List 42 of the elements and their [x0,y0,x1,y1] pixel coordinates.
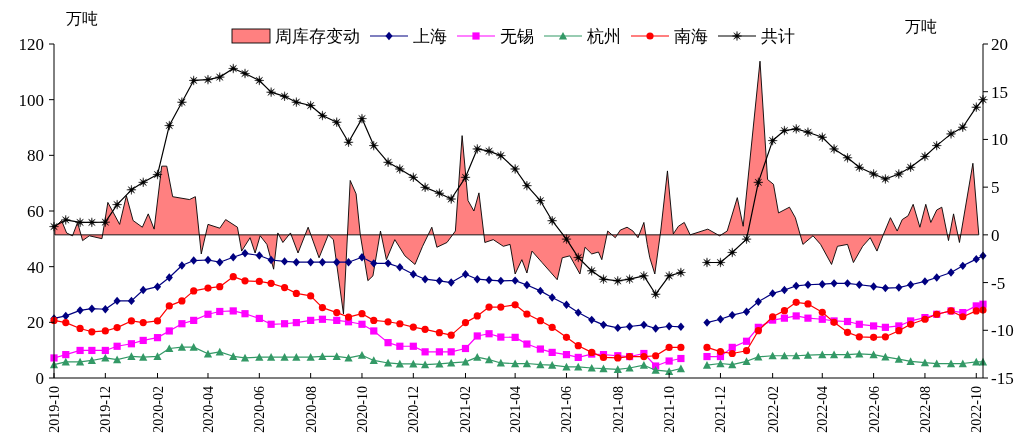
y2-tick-label: -5 [991,273,1006,293]
x-tick-label: 2022-04 [815,386,831,433]
x-tick-label: 2022-10 [969,386,985,433]
y-tick-label: 120 [18,35,44,54]
y2-tick-label: 20 [991,35,1008,54]
legend-label: 南海 [674,27,708,46]
y2-tick-label: 5 [991,178,1000,198]
x-tick-label: 2019-10 [47,386,62,433]
x-tick-label: 2020-06 [252,386,268,433]
legend-label: 上海 [413,27,447,46]
x-tick-label: 2020-12 [406,386,422,433]
x-tick-label: 2020-02 [150,386,166,433]
x-tick-label: 2021-10 [662,386,678,433]
x-tick-label: 2021-06 [559,386,575,433]
legend-label: 共计 [761,27,795,46]
x-tick-label: 2021-02 [458,386,474,433]
x-tick-label: 2020-04 [200,386,216,433]
legend-label: 杭州 [586,27,621,46]
y-tick-label: 100 [18,90,44,110]
x-tick-label: 2022-08 [917,386,933,433]
y-tick-label: 20 [27,313,44,333]
y-axis-title: 万吨 [66,10,98,27]
legend-label: 周库存变动 [275,27,360,46]
y-tick-label: 40 [27,257,44,277]
y-tick-label: 80 [27,146,44,166]
x-tick-label: 2021-12 [713,386,729,433]
y-tick-label: 60 [27,202,44,221]
y2-tick-label: -10 [991,321,1014,341]
x-tick-label: 2019-12 [98,386,114,433]
x-tick-label: 2022-02 [765,386,781,433]
x-tick-label: 2020-10 [354,386,370,433]
x-tick-label: 2021-04 [508,386,524,433]
y2-tick-label: 0 [991,225,1000,245]
y2-tick-label: 15 [991,82,1008,102]
x-tick-label: 2020-08 [303,386,319,433]
legend-label: 无锡 [500,27,534,46]
x-tick-label: 2022-06 [866,386,882,433]
y2-tick-label: -15 [991,369,1014,388]
x-tick-label: 2021-08 [610,386,626,433]
y2-tick-label: 10 [991,130,1008,150]
y2-axis-title: 万吨 [905,18,937,35]
y-tick-label: 0 [35,369,44,388]
